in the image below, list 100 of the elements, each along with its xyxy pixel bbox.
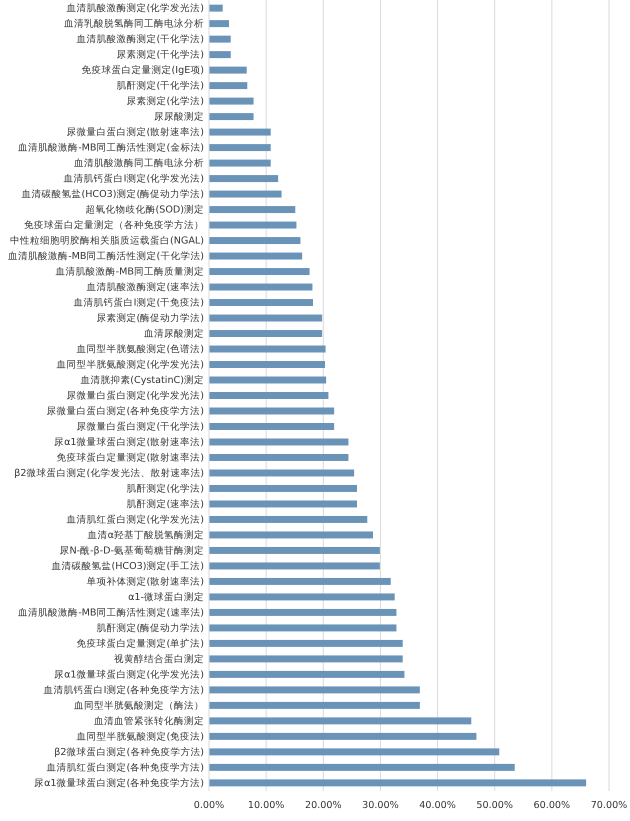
- bar: [209, 361, 325, 368]
- y-tick-label: 尿微量白蛋白测定(散射速率法): [66, 126, 204, 138]
- bar: [209, 702, 420, 709]
- x-tick-label: 60.00%: [534, 800, 570, 811]
- y-tick-label: 血清肌钙蛋白Ⅰ测定(化学发光法): [64, 172, 204, 185]
- y-tick-label: 尿α1微量球蛋白测定(各种免疫学方法): [34, 776, 204, 789]
- bar: [209, 408, 334, 414]
- y-tick-label: 超氧化物歧化酶(SOD)测定: [85, 204, 204, 216]
- y-tick-label: 肌酐测定(化学法): [126, 482, 204, 495]
- bar: [209, 190, 282, 198]
- bar: [209, 500, 357, 508]
- y-tick-label: 单项补体测定(散射速率法): [86, 576, 204, 588]
- y-tick-label: 尿微量白蛋白测定(化学发光法): [66, 390, 204, 402]
- y-tick-label: 血清肌酸激酶-MB同工酶活性测定(金标法): [18, 142, 204, 154]
- bar: [209, 624, 396, 632]
- bar: [209, 531, 373, 538]
- y-tick-label: 血清血管紧张转化酶测定: [94, 714, 204, 727]
- bar: [209, 237, 300, 244]
- bar: [209, 66, 247, 74]
- bar: [209, 546, 380, 554]
- bar: [209, 640, 403, 647]
- bar: [209, 423, 334, 430]
- bar: [209, 252, 302, 260]
- y-tick-label: 血清尿酸测定: [144, 328, 204, 340]
- bar: [209, 82, 248, 90]
- x-tick-label: 10.00%: [248, 800, 284, 811]
- y-tick-label: 免疫球蛋白定量测定(IgE项): [82, 64, 204, 76]
- y-tick-label: 血清肌酸激酶-MB同工酶质量测定: [56, 266, 204, 278]
- y-tick-label: 血清碳酸氢盐(HCO3)测定(酶促动力学法): [21, 188, 204, 200]
- y-tick-label: 血同型半胱氨酸测定(色谱法): [76, 343, 204, 356]
- y-tick-label: 血清胱抑素(CystatinC)测定: [80, 374, 204, 386]
- bar: [209, 268, 310, 276]
- y-tick-label: 血清肌钙蛋白Ⅰ测定(各种免疫学方法): [44, 684, 204, 696]
- y-tick-label: 血清肌酸激酶-MB同工酶活性测定(干化学法): [8, 250, 204, 262]
- bar: [209, 748, 500, 756]
- y-tick-label: 血同型半胱氨酸测定（酶法）: [74, 699, 204, 712]
- y-tick-label: 血同型半胱氨酸测定(免疫法): [76, 730, 204, 742]
- y-tick-label: 尿α1微量球蛋白测定(散射速率法): [54, 436, 204, 448]
- bar: [209, 299, 313, 306]
- y-tick-label: 血清肌钙蛋白Ⅰ测定(干免疫法): [74, 296, 204, 309]
- bar: [209, 314, 322, 322]
- bar: [209, 128, 271, 136]
- bar: [209, 98, 254, 105]
- y-tick-label: 血清肌酸激酶测定(干化学法): [76, 33, 204, 46]
- bar: [209, 222, 296, 229]
- bar: [209, 779, 586, 786]
- x-tick-label: 20.00%: [304, 800, 342, 811]
- y-tick-label: 尿素测定(化学法): [126, 95, 204, 108]
- bar: [209, 655, 403, 662]
- bar: [209, 160, 271, 167]
- y-tick-label: 尿素测定(酶促动力学法): [96, 312, 204, 324]
- y-tick-label: 血清碳酸氢盐(HCO3)测定(手工法): [51, 560, 204, 572]
- y-tick-label: β2微球蛋白测定(各种免疫学方法): [54, 746, 204, 758]
- bar: [209, 144, 271, 152]
- bar: [209, 4, 223, 12]
- y-tick-label: 血清肌酸激酶-MB同工酶活性测定(速率法): [18, 606, 204, 618]
- bar: [209, 392, 328, 399]
- bar: [209, 469, 354, 476]
- y-tick-label: 血清乳酸脱氢酶同工酶电泳分析: [64, 18, 204, 30]
- y-tick-label: 视黄醇结合蛋白测定: [114, 652, 204, 665]
- y-tick-label: 血清肌酸激酶测定(速率法): [86, 281, 204, 294]
- x-tick-label: 0.00%: [194, 800, 224, 811]
- x-tick-label: 70.00%: [590, 800, 628, 811]
- bar: [209, 562, 380, 570]
- bar: [209, 36, 231, 43]
- x-tick-label: 50.00%: [476, 800, 514, 811]
- bar: [209, 593, 395, 600]
- bar: [209, 686, 420, 694]
- bar: [209, 113, 254, 120]
- bar: [209, 717, 472, 724]
- bar: [209, 484, 357, 492]
- y-tick-label: 尿尿酸测定: [154, 110, 204, 123]
- y-tick-label: β2微球蛋白测定(化学发光法、散射速率法): [14, 467, 204, 480]
- bar: [209, 454, 348, 461]
- bar: [209, 330, 322, 338]
- bar: [209, 670, 404, 678]
- y-tick-label: 尿α1微量球蛋白测定(化学发光法): [54, 668, 204, 680]
- y-tick-label: 血清肌红蛋白测定(化学发光法): [66, 514, 204, 526]
- bar: [209, 608, 396, 616]
- y-tick-label: 肌酐测定(干化学法): [116, 80, 204, 92]
- bar: [209, 346, 326, 353]
- y-tick-label: 中性粒细胞明胶酶相关脂质运载蛋白(NGAL): [10, 234, 204, 247]
- bar: [209, 206, 296, 214]
- bar: [209, 578, 391, 585]
- y-tick-label: 血清肌酸激酶同工酶电泳分析: [74, 157, 204, 170]
- bar: [209, 284, 312, 291]
- y-tick-label: 免疫球蛋白定量测定(单扩法): [76, 637, 204, 650]
- bar: [209, 175, 278, 182]
- bar: [209, 20, 229, 28]
- y-tick-label: 血同型半胱氨酸测定(化学发光法): [56, 358, 204, 371]
- y-tick-label: 尿N-酰-β-D-氨基葡萄糖苷酶测定: [59, 544, 204, 557]
- y-tick-label: 免疫球蛋白定量测定（各种免疫学方法）: [24, 219, 204, 232]
- y-tick-label: 血清α羟基丁酸脱氢酶测定: [88, 529, 204, 542]
- y-tick-label: 肌酐测定(酶促动力学法): [96, 622, 204, 634]
- bar: [209, 516, 368, 523]
- bar: [209, 376, 326, 384]
- y-tick-label: 免疫球蛋白定量测定(散射速率法): [56, 452, 204, 464]
- bar: [209, 51, 231, 58]
- y-tick-label: 尿素测定(干化学法): [116, 48, 204, 61]
- bar: [209, 438, 348, 446]
